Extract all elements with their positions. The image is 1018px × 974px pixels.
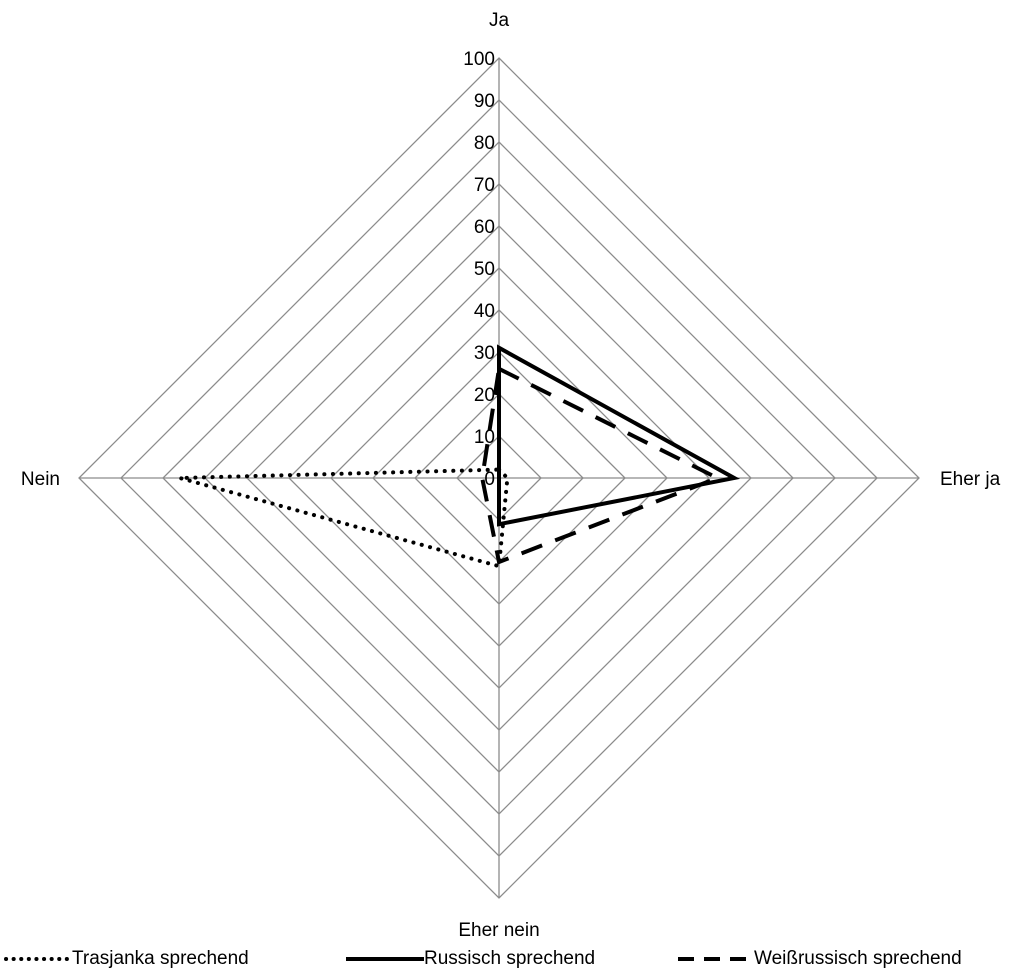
radial-tick-labels: 0 10 20 30 40 50 60 70 80 90 100 — [463, 49, 495, 490]
tick-label-10: 10 — [474, 427, 495, 448]
legend-dashed-line-icon — [678, 957, 746, 961]
tick-label-50: 50 — [474, 259, 495, 280]
tick-label-90: 90 — [474, 91, 495, 112]
tick-label-30: 30 — [474, 343, 495, 364]
tick-label-0: 0 — [484, 469, 495, 490]
legend-solid-line-icon — [346, 957, 424, 961]
legend-label-russisch: Russisch sprechend — [424, 948, 596, 969]
radar-series — [179, 344, 740, 569]
legend-item-weissrussisch: Weißrussisch sprechend — [678, 944, 962, 974]
tick-label-20: 20 — [474, 385, 495, 406]
legend-dotted-line-icon — [4, 957, 72, 961]
series-line-weißrussisch-sprechend — [480, 365, 723, 565]
category-label-eher-nein: Eher nein — [458, 920, 539, 941]
tick-label-40: 40 — [474, 301, 495, 322]
tick-label-100: 100 — [463, 49, 495, 70]
chart-legend: Trasjanka sprechend Russisch sprechend W… — [0, 944, 1018, 974]
legend-item-trasjanka: Trasjanka sprechend — [4, 944, 249, 974]
category-label-ja: Ja — [489, 10, 510, 31]
series-line-russisch-sprechend — [497, 344, 740, 527]
tick-label-60: 60 — [474, 217, 495, 238]
legend-label-trasjanka: Trasjanka sprechend — [72, 948, 249, 969]
legend-label-weissrussisch: Weißrussisch sprechend — [754, 948, 962, 969]
tick-label-80: 80 — [474, 133, 495, 154]
category-label-nein: Nein — [21, 469, 60, 490]
radar-chart: 0 10 20 30 40 50 60 70 80 90 100 Ja Eher ja Eher n… — [21, 10, 1001, 941]
series-line-trasjanka-sprechend — [179, 467, 510, 569]
category-label-eher-ja: Eher ja — [940, 469, 1001, 490]
legend-item-russisch: Russisch sprechend — [346, 944, 595, 974]
tick-label-70: 70 — [474, 175, 495, 196]
